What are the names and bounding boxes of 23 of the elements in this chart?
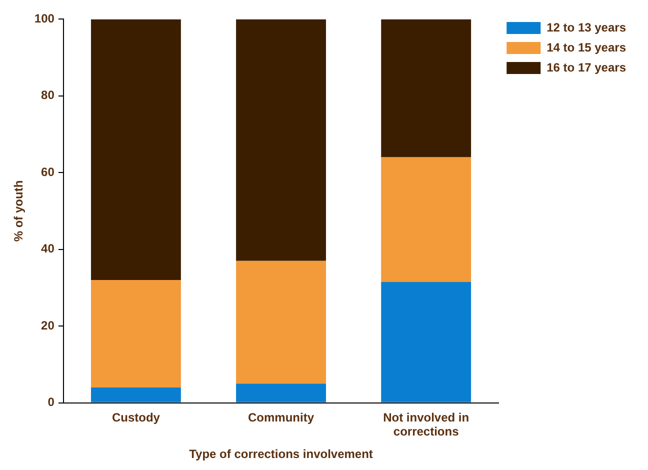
bar [381, 157, 472, 282]
y-tick-label: 100 [34, 12, 55, 26]
x-tick-label: Custody [112, 410, 160, 424]
x-tick-label: Not involved in corrections [383, 410, 470, 439]
x-axis-title: Type of corrections involvement [189, 447, 373, 462]
bar [90, 280, 181, 388]
bar [90, 387, 181, 402]
y-tick-label: 80 [41, 88, 55, 102]
bar [381, 282, 472, 402]
x-tick-label: Community [248, 410, 314, 424]
y-tick-label: 0 [48, 395, 55, 410]
bar [90, 19, 181, 280]
y-tick-label: 20 [41, 318, 55, 332]
legend-label: 12 to 13 years [546, 20, 626, 34]
y-tick-label: 60 [41, 164, 55, 179]
y-axis-title: % of youth [12, 180, 26, 242]
bar [381, 19, 472, 158]
y-tick-label: 40 [41, 242, 55, 256]
bar [236, 260, 326, 384]
legend-label: 16 to 17 years [546, 60, 626, 74]
bar [236, 384, 326, 402]
bar [236, 19, 326, 261]
legend-label: 14 to 15 years [546, 40, 626, 54]
